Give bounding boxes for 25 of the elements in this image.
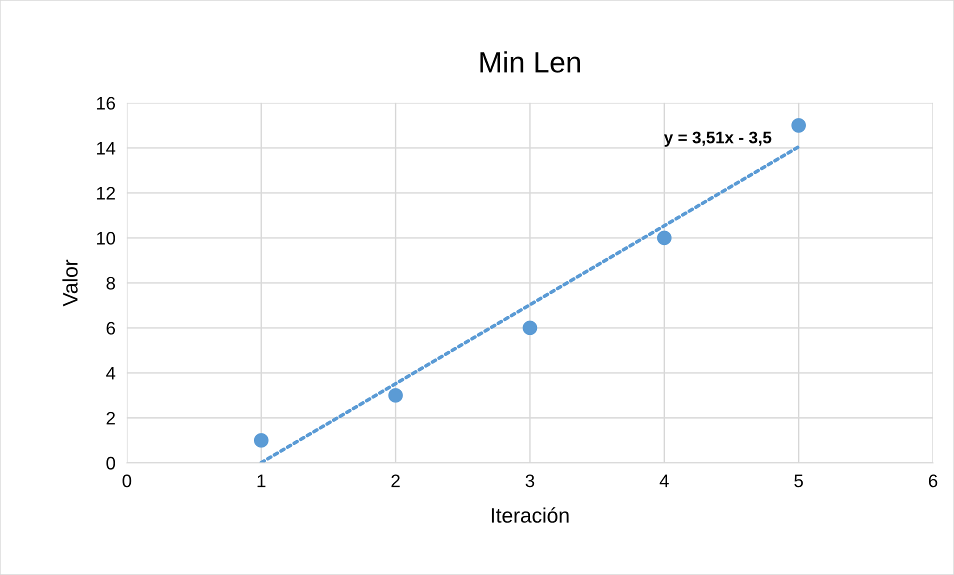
y-tick-label: 6 xyxy=(106,322,115,335)
y-tick-label: 10 xyxy=(97,232,116,245)
y-tick-label: 12 xyxy=(97,186,115,200)
x-tick-label: 0 xyxy=(122,474,132,488)
point xyxy=(388,388,403,403)
y-tick-label: 4 xyxy=(106,367,116,380)
point xyxy=(657,230,672,246)
annotation: y = 3,51x - 3,5 xyxy=(664,132,772,147)
x-tick-label: 3 xyxy=(526,474,534,488)
x-tick-label: 6 xyxy=(928,474,938,488)
x-axis-title: Iteración xyxy=(492,507,569,523)
x-tick-label: 4 xyxy=(660,474,669,488)
y-tick-label: 8 xyxy=(106,276,115,290)
point xyxy=(254,433,269,448)
y-axis-title: Valor xyxy=(62,260,78,306)
y-tick-label: 16 xyxy=(97,96,115,110)
point xyxy=(791,118,806,133)
y-tick-label: 2 xyxy=(106,412,115,424)
chart-title: Min Len xyxy=(480,51,580,73)
x-tick-label: 1 xyxy=(258,474,266,488)
x-tick-label: 5 xyxy=(794,474,803,488)
y-tick-label: 14 xyxy=(97,142,116,154)
x-tick-label: 2 xyxy=(391,474,400,488)
point xyxy=(522,320,538,336)
y-tick-label: 0 xyxy=(106,456,116,470)
